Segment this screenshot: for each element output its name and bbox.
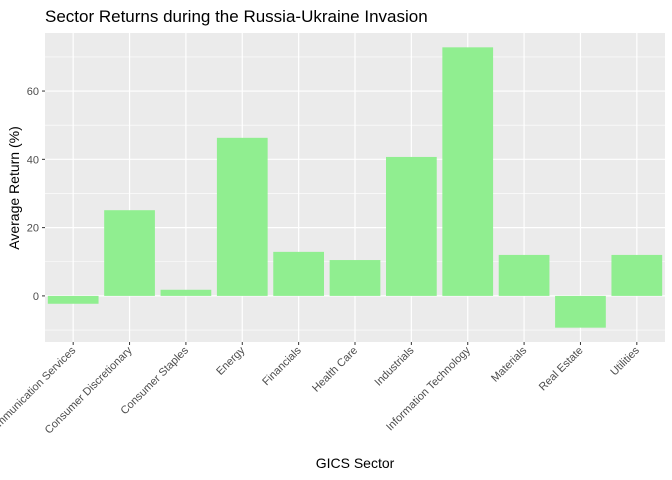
bar (47, 295, 99, 304)
y-tick-label: 20 (27, 223, 39, 235)
x-tick-label: Financials (260, 344, 304, 388)
y-axis-title: Average Return (%) (6, 126, 22, 249)
x-tick-label: Utilities (608, 344, 642, 378)
bar (555, 295, 606, 328)
x-tick-label: Communication Services (0, 344, 79, 439)
x-tick-label: Energy (214, 344, 247, 377)
y-tick-label: 40 (27, 154, 39, 166)
bars (47, 47, 663, 328)
bar (611, 254, 663, 296)
bar (104, 210, 155, 296)
chart-title: Sector Returns during the Russia-Ukraine… (45, 7, 428, 26)
bar (273, 251, 324, 296)
x-tick-label: Industrials (373, 344, 417, 388)
y-tick-label: 0 (33, 291, 39, 303)
bar (216, 137, 268, 296)
bar (442, 47, 494, 296)
x-axis-title: GICS Sector (316, 455, 395, 471)
bar (498, 254, 550, 296)
bar (386, 156, 437, 296)
bar (329, 260, 381, 296)
x-tick-label: Materials (489, 344, 529, 384)
y-tick-label: 60 (27, 86, 39, 98)
y-axis-ticks: 0 20 40 60 (27, 86, 45, 303)
x-tick-label: Real Estate (537, 345, 586, 394)
x-tick-label: Health Care (310, 345, 360, 395)
bar (160, 289, 212, 296)
